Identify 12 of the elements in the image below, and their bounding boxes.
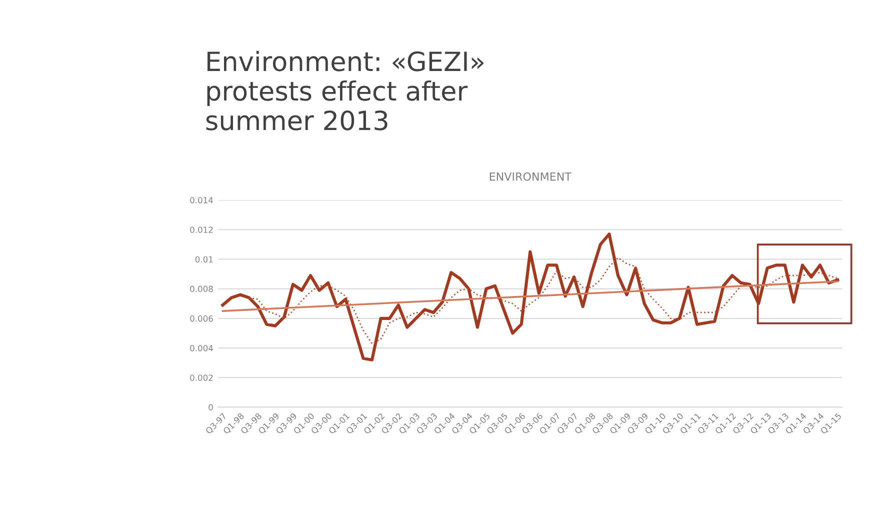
chart-subtitle: ENVIRONMENT <box>490 172 572 181</box>
line-series <box>248 257 838 344</box>
y-tick-label: 0.004 <box>190 344 213 352</box>
y-tick-label: 0.002 <box>190 374 213 381</box>
y-tick-label: 0.014 <box>190 197 213 204</box>
y-tick-label: 0.01 <box>195 256 213 263</box>
y-tick-label: 0.006 <box>190 315 213 322</box>
chart-title: Environment: «GEZI» protests effect after summer 2013 <box>206 50 484 130</box>
line-series <box>221 232 840 362</box>
y-tick-label: 0 <box>208 404 213 410</box>
y-tick-label: 0.008 <box>190 286 213 292</box>
y-tick-label: 0.012 <box>190 226 213 233</box>
